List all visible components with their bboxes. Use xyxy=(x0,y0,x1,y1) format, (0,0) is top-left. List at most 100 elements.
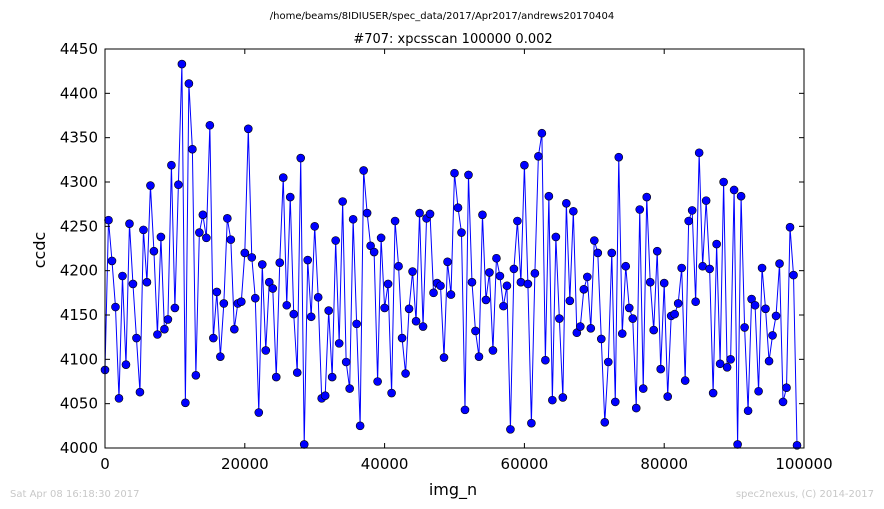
data-point xyxy=(516,277,526,287)
footer-credit: spec2nexus, (C) 2014-2017 xyxy=(736,489,874,500)
data-point xyxy=(474,352,484,361)
y-tick-label: 4300 xyxy=(60,173,98,191)
data-point xyxy=(600,417,610,427)
data-point xyxy=(583,272,592,282)
data-point xyxy=(142,277,152,287)
data-point xyxy=(146,181,155,190)
data-point xyxy=(195,228,204,237)
data-point xyxy=(684,216,693,226)
data-point xyxy=(219,299,229,308)
data-point xyxy=(677,263,686,273)
data-point xyxy=(733,440,742,449)
data-point xyxy=(184,79,194,88)
data-point xyxy=(782,383,791,393)
x-tick-label: 20000 xyxy=(221,455,269,473)
data-point xyxy=(205,120,215,130)
data-point xyxy=(453,203,463,213)
plot-frame xyxy=(104,48,805,449)
data-point xyxy=(331,236,340,245)
data-point xyxy=(464,170,473,180)
data-point xyxy=(278,173,288,182)
data-point xyxy=(376,233,386,243)
data-point xyxy=(313,292,323,302)
data-point xyxy=(764,356,774,366)
data-point xyxy=(436,281,445,291)
data-point xyxy=(656,364,666,374)
data-point xyxy=(624,303,634,313)
data-point xyxy=(460,405,470,415)
data-point xyxy=(104,215,113,225)
data-point xyxy=(680,376,690,385)
data-point xyxy=(768,331,777,340)
data-point xyxy=(177,59,187,69)
data-point xyxy=(743,406,753,416)
data-point xyxy=(121,360,131,369)
data-point xyxy=(156,232,166,242)
data-point xyxy=(362,208,372,218)
data-point xyxy=(761,304,770,314)
data-point xyxy=(327,372,337,382)
data-point xyxy=(257,260,267,269)
data-point xyxy=(596,334,606,344)
data-point xyxy=(198,210,208,220)
data-point xyxy=(167,160,176,170)
data-point xyxy=(324,306,333,315)
data-point xyxy=(348,214,358,224)
data-point xyxy=(369,247,379,257)
data-point xyxy=(160,324,169,334)
data-point xyxy=(589,236,599,245)
data-point xyxy=(569,206,578,216)
data-point xyxy=(345,384,354,393)
data-point xyxy=(607,248,617,258)
y-tick-labels: 4000 4050 4100 4150 4200 4250 4300 4350 4400 4450 xyxy=(60,40,98,457)
data-point xyxy=(174,180,183,189)
y-tick-label: 4450 xyxy=(60,40,98,58)
data-point xyxy=(778,397,788,407)
x-tick-label: 80000 xyxy=(640,455,688,473)
data-point xyxy=(722,363,732,372)
data-point xyxy=(485,268,494,277)
data-point xyxy=(534,151,543,161)
data-point xyxy=(429,288,438,298)
data-point xyxy=(541,355,550,365)
data-point xyxy=(446,290,456,299)
data-point xyxy=(282,300,292,310)
y-tick-label: 4150 xyxy=(60,306,98,324)
data-point xyxy=(750,300,760,310)
data-point xyxy=(114,394,124,403)
data-point xyxy=(663,392,673,401)
data-point xyxy=(404,304,414,314)
data-point xyxy=(359,166,368,175)
data-point xyxy=(488,346,498,355)
data-point xyxy=(576,322,585,331)
data-point xyxy=(792,441,802,450)
chart-title: #707: xpcsscan 100000 0.002 xyxy=(353,32,552,47)
y-tick-label: 4200 xyxy=(60,262,98,280)
data-point xyxy=(509,264,519,274)
data-point xyxy=(181,398,190,408)
data-point xyxy=(390,216,400,226)
data-point xyxy=(544,191,554,201)
data-point xyxy=(188,144,197,154)
data-point xyxy=(593,248,603,258)
data-point xyxy=(740,323,749,332)
y-tick-label: 4000 xyxy=(60,439,98,457)
data-point xyxy=(254,408,264,417)
data-point xyxy=(687,206,697,215)
data-point xyxy=(565,296,575,306)
data-point xyxy=(785,222,795,232)
data-point xyxy=(230,324,239,334)
data-point xyxy=(638,384,648,393)
x-tick-labels: 0 20000 40000 60000 80000 100000 xyxy=(100,455,832,473)
data-point xyxy=(275,258,285,267)
data-point xyxy=(202,233,211,243)
data-point xyxy=(614,152,624,162)
data-point xyxy=(111,302,120,312)
data-point xyxy=(139,225,148,235)
data-point xyxy=(299,440,309,449)
data-point xyxy=(223,214,232,223)
data-point xyxy=(579,284,589,294)
data-point xyxy=(320,391,330,400)
data-point xyxy=(694,148,704,158)
data-point xyxy=(691,297,700,307)
